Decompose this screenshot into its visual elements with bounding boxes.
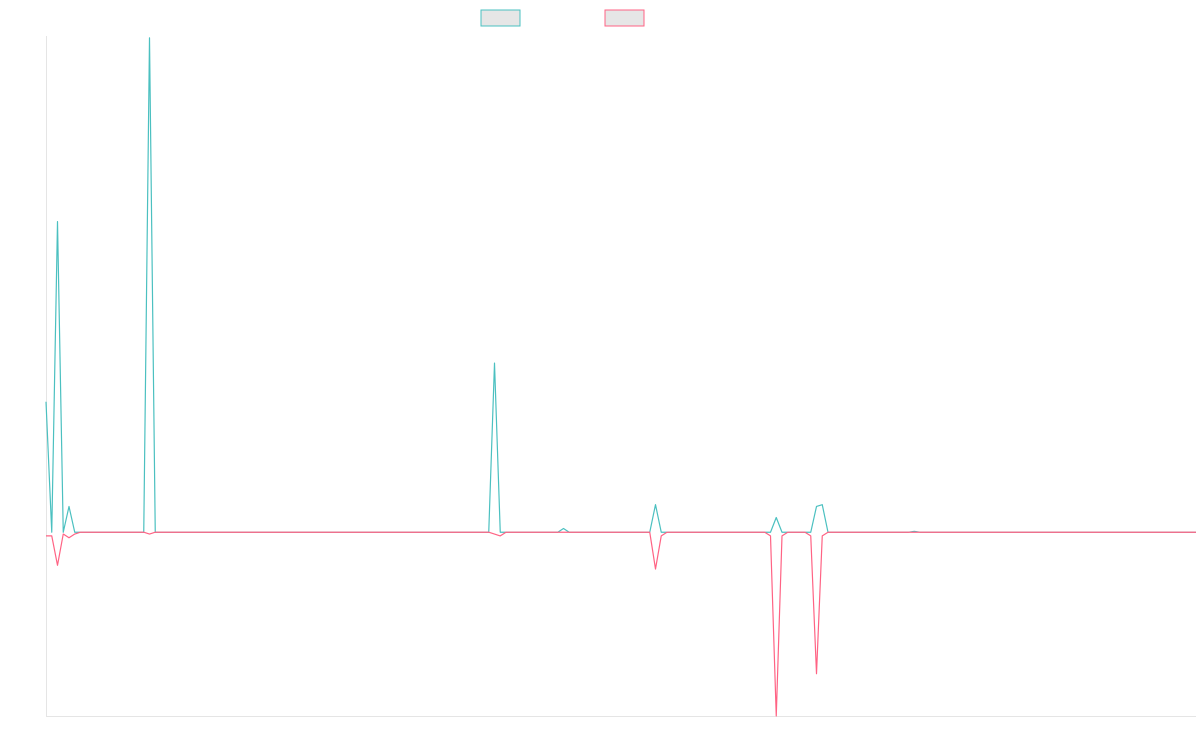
series-line-2 — [46, 531, 1196, 717]
legend — [480, 9, 645, 27]
legend-swatch-series-2[interactable] — [604, 9, 645, 27]
series-line-1 — [45, 37, 1196, 533]
series-layer — [45, 37, 1196, 717]
legend-swatch-series-1[interactable] — [480, 9, 521, 27]
